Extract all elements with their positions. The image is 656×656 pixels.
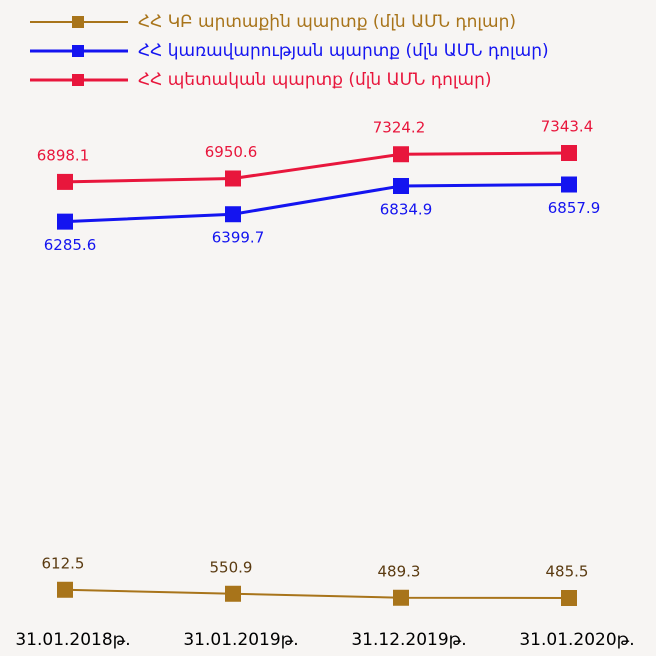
legend-marker: [72, 16, 84, 28]
x-tick-label: 31.01.2019թ.: [183, 630, 298, 650]
series-line: [65, 590, 569, 598]
marker: [393, 178, 409, 194]
marker: [393, 590, 409, 606]
chart: ՀՀ ԿԲ արտաքին պարտք (մլն ԱՄՆ դոլար) ՀՀ կա…: [0, 0, 656, 656]
x-tick-label: 31.12.2019թ.: [351, 630, 466, 650]
marker: [57, 174, 73, 190]
data-label: 6898.1: [37, 146, 90, 164]
marker: [561, 590, 577, 606]
data-label: 550.9: [210, 558, 253, 576]
data-label: 612.5: [42, 554, 85, 572]
data-label: 6399.7: [212, 229, 265, 247]
series-line: [65, 185, 569, 222]
data-label: 7343.4: [541, 118, 594, 136]
data-label: 6834.9: [380, 200, 433, 218]
marker: [225, 170, 241, 186]
marker: [393, 146, 409, 162]
marker: [225, 586, 241, 602]
legend-label: ՀՀ կառավարության պարտք (մլն ԱՄՆ դոլար): [138, 41, 549, 61]
legend-marker: [72, 74, 84, 86]
marker: [561, 177, 577, 193]
x-tick-label: 31.01.2020թ.: [519, 630, 634, 650]
data-label: 7324.2: [373, 119, 426, 137]
legend-marker: [72, 45, 84, 57]
data-label: 485.5: [546, 563, 589, 581]
x-tick-label: 31.01.2018թ.: [15, 630, 130, 650]
marker: [561, 145, 577, 161]
data-label: 6857.9: [548, 199, 601, 217]
legend-label: ՀՀ պետական պարտք (մլն ԱՄՆ դոլար): [138, 70, 491, 90]
marker: [225, 206, 241, 222]
data-label: 6285.6: [44, 236, 97, 254]
data-label: 489.3: [378, 562, 421, 580]
marker: [57, 582, 73, 598]
data-label: 6950.6: [205, 143, 258, 161]
legend-label: ՀՀ ԿԲ արտաքին պարտք (մլն ԱՄՆ դոլար): [138, 12, 516, 32]
marker: [57, 214, 73, 230]
series-line: [65, 153, 569, 182]
